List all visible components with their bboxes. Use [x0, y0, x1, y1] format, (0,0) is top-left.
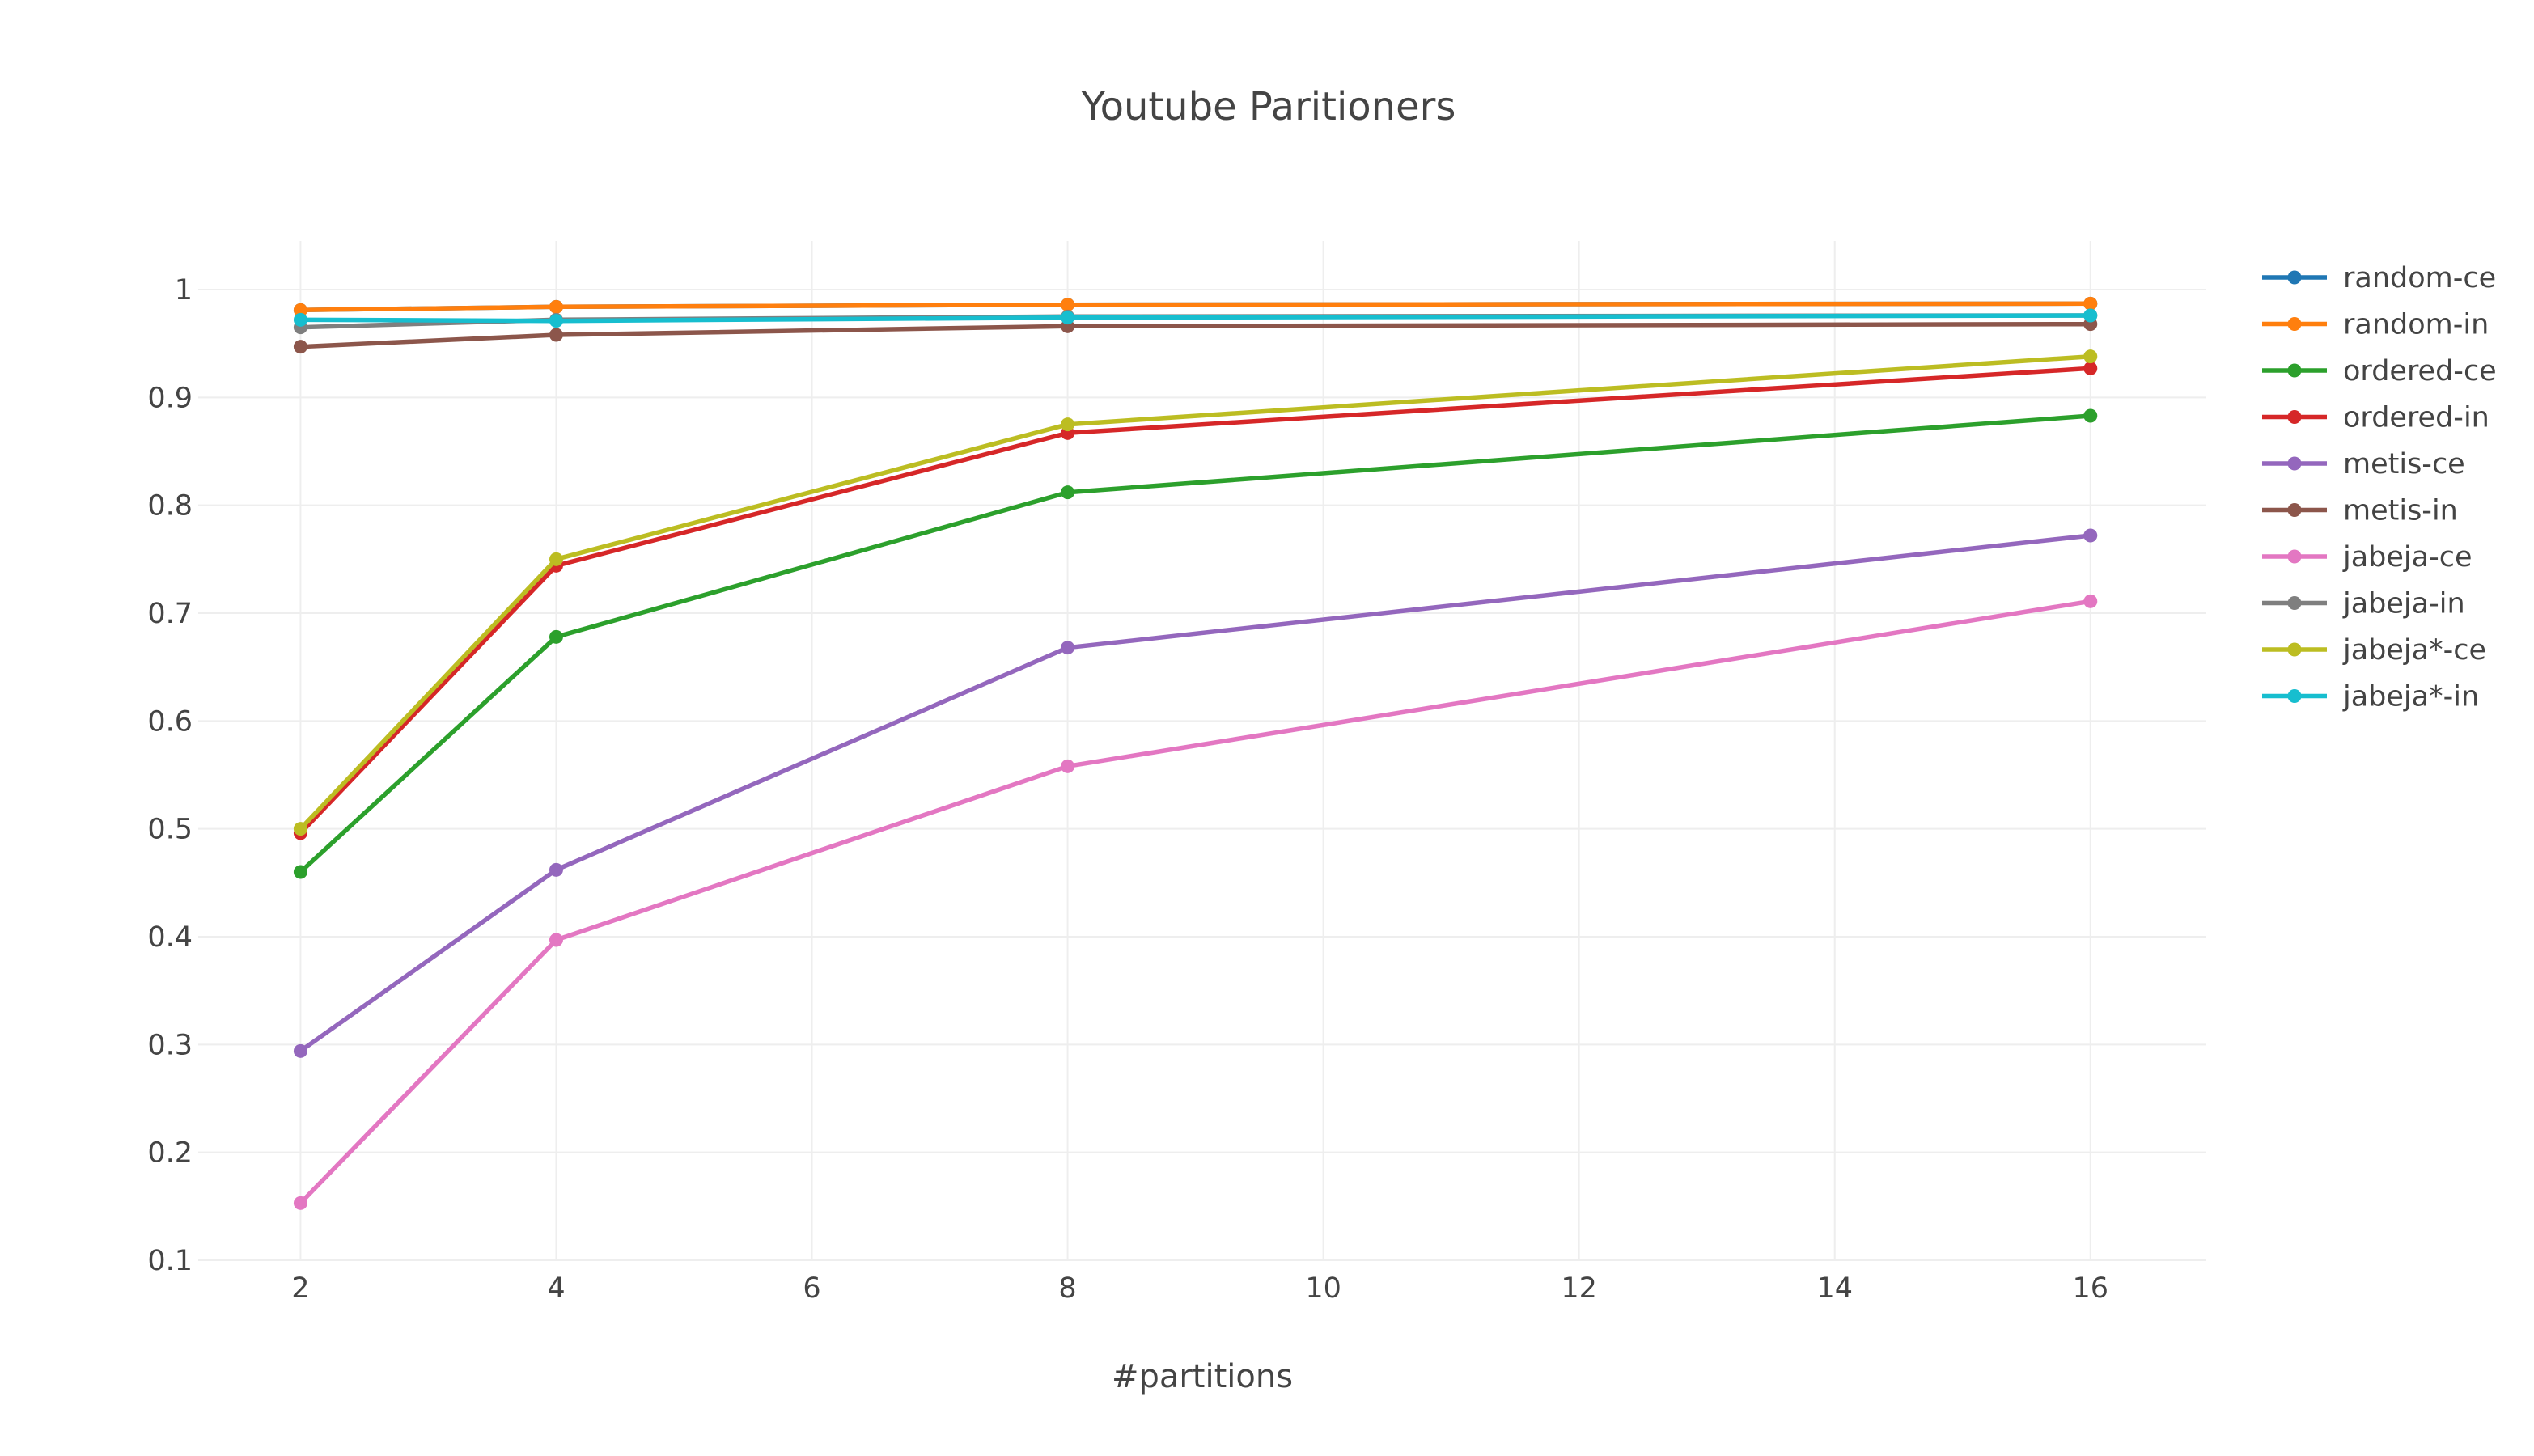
data-point: [293, 1196, 307, 1210]
data-point: [1061, 485, 1075, 500]
data-point: [549, 299, 563, 314]
legend-swatch-marker: [2287, 549, 2302, 564]
data-point: [1061, 417, 1075, 432]
legend-item[interactable]: metis-ce: [2262, 448, 2465, 480]
data-point: [2083, 308, 2098, 323]
data-point: [293, 312, 307, 327]
data-point: [2083, 349, 2098, 364]
legend-label: jabeja-in: [2342, 588, 2465, 620]
y-tick-label: 0.1: [147, 1245, 193, 1277]
legend-label: metis-in: [2343, 495, 2458, 527]
x-tick-label: 16: [2073, 1272, 2109, 1305]
series-jabeja-ce: [293, 594, 2098, 1210]
data-point: [549, 552, 563, 566]
data-point: [2083, 594, 2098, 608]
y-tick-label: 0.3: [147, 1029, 193, 1061]
data-point: [1061, 298, 1075, 312]
series-ordered-ce: [293, 408, 2098, 879]
grid: [198, 241, 2206, 1261]
y-tick-label: 0.8: [147, 490, 193, 523]
legend-item[interactable]: random-ce: [2262, 262, 2496, 294]
data-point: [1061, 759, 1075, 773]
series-line: [298, 321, 2093, 349]
y-tick-label: 0.5: [147, 814, 193, 846]
series-jabeja*-in: [293, 308, 2098, 328]
series-jabeja*-ce: [293, 349, 2098, 836]
data-point: [1061, 311, 1075, 325]
legend-label: ordered-in: [2343, 402, 2490, 434]
x-tick-label: 4: [547, 1272, 565, 1305]
legend-item[interactable]: jabeja*-ce: [2262, 634, 2486, 667]
series-line: [298, 313, 2093, 324]
data-point: [293, 340, 307, 354]
legend-label: metis-ce: [2343, 448, 2465, 480]
x-tick-label: 8: [1058, 1272, 1076, 1305]
legend-swatch-marker: [2287, 317, 2302, 331]
data-point: [293, 1043, 307, 1058]
data-point: [2083, 296, 2098, 311]
data-point: [1061, 641, 1075, 655]
x-tick-label: 2: [291, 1272, 309, 1305]
series-line: [298, 366, 2093, 836]
legend-swatch-marker: [2287, 503, 2302, 517]
chart-title: Youtube Paritioners: [1081, 84, 1456, 129]
legend-swatch-marker: [2287, 410, 2302, 424]
legend-label: jabeja*-ce: [2342, 634, 2486, 667]
series-layer: [293, 296, 2098, 1210]
series-line: [298, 533, 2093, 1054]
data-point: [549, 629, 563, 644]
legend-item[interactable]: jabeja-ce: [2262, 541, 2473, 574]
y-tick-label: 0.7: [147, 598, 193, 630]
y-tick-label: 0.6: [147, 705, 193, 738]
data-point: [2083, 361, 2098, 375]
legend-swatch-marker: [2287, 642, 2302, 657]
series-line: [298, 353, 2093, 832]
data-point: [2083, 528, 2098, 543]
legend-label: random-in: [2343, 309, 2489, 341]
x-tick-label: 12: [1561, 1272, 1597, 1305]
x-tick-label: 10: [1305, 1272, 1341, 1305]
series-line: [298, 413, 2093, 874]
legend-label: jabeja-ce: [2342, 541, 2473, 574]
legend-item[interactable]: ordered-ce: [2262, 355, 2497, 387]
legend-swatch-marker: [2287, 270, 2302, 285]
legend-label: ordered-ce: [2343, 355, 2497, 387]
y-tick-label: 1: [175, 274, 193, 307]
series-random-in: [293, 296, 2098, 317]
legend-swatch-marker: [2287, 689, 2302, 703]
legend-item[interactable]: jabeja-in: [2262, 588, 2465, 620]
data-point: [293, 303, 307, 317]
legend: random-ce random-in ordered-ce ordered-in me…: [2262, 262, 2497, 713]
legend-label: jabeja*-in: [2342, 681, 2479, 713]
legend-item[interactable]: metis-in: [2262, 495, 2458, 527]
legend-item[interactable]: random-in: [2262, 309, 2489, 341]
series-line: [298, 599, 2093, 1206]
data-point: [549, 862, 563, 877]
data-point: [549, 933, 563, 947]
data-point: [2083, 408, 2098, 423]
legend-item[interactable]: ordered-in: [2262, 402, 2490, 434]
axes: 2 4 6 8 10 12 14 16 0.1 0.2 0.3 0.4 0.5 0.6 0.7 0.8 0.9 1: [147, 274, 2108, 1305]
legend-swatch-marker: [2287, 456, 2302, 471]
legend-swatch-marker: [2287, 596, 2302, 610]
data-point: [549, 328, 563, 342]
data-point: [293, 865, 307, 879]
x-axis-title: #partitions: [1112, 1358, 1293, 1395]
x-tick-label: 14: [1816, 1272, 1853, 1305]
legend-item[interactable]: jabeja*-in: [2262, 681, 2479, 713]
data-point: [549, 314, 563, 328]
legend-label: random-ce: [2343, 262, 2496, 294]
legend-swatch-marker: [2287, 363, 2302, 378]
y-tick-label: 0.2: [147, 1137, 193, 1170]
x-tick-label: 6: [803, 1272, 820, 1305]
data-point: [293, 822, 307, 836]
y-tick-label: 0.4: [147, 921, 193, 954]
series-metis-ce: [293, 528, 2098, 1058]
series-line: [298, 301, 2093, 313]
y-tick-label: 0.9: [147, 382, 193, 414]
